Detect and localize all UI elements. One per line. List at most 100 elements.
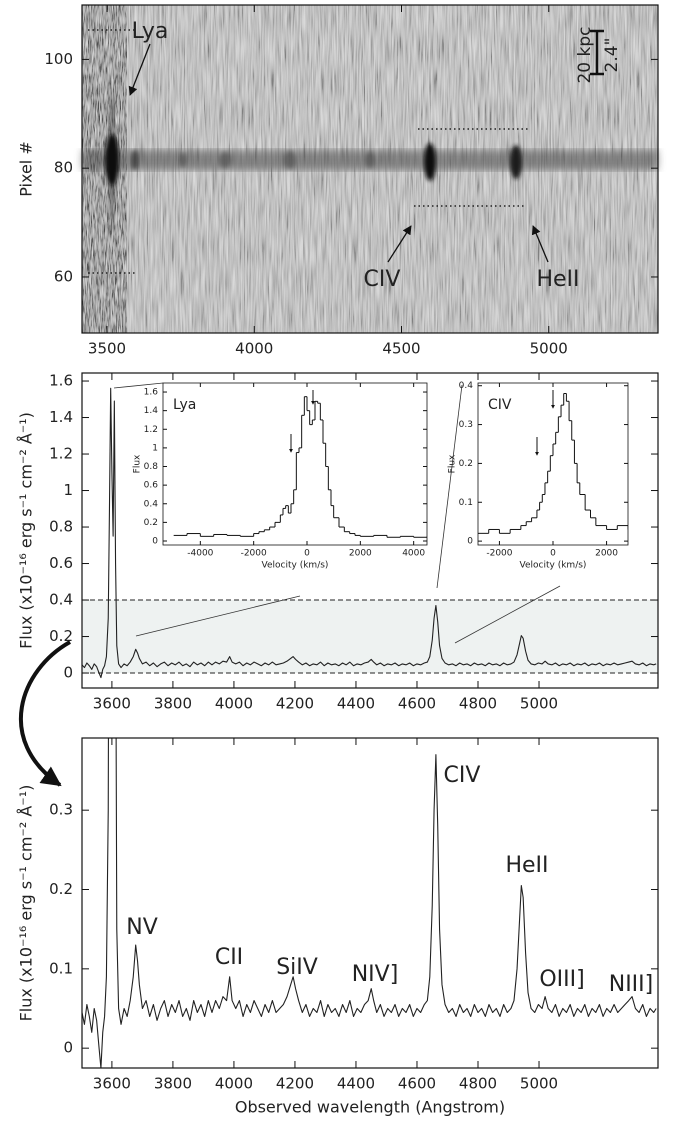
plot-area bbox=[82, 738, 657, 1068]
scale-bar bbox=[590, 29, 604, 76]
blob bbox=[365, 152, 375, 168]
plot-area bbox=[82, 387, 658, 679]
y-tick-label: 0.4 bbox=[459, 381, 474, 391]
y-tick-label: 0.2 bbox=[49, 627, 73, 645]
x-tick-label: 3600 bbox=[93, 1075, 131, 1093]
y-tick-label: 1.6 bbox=[144, 388, 159, 398]
x-tick-label: 5000 bbox=[530, 340, 568, 358]
x-axis-label: Velocity (km/s) bbox=[262, 561, 329, 571]
y-tick-label: 1 bbox=[152, 443, 158, 453]
panels: 3600 3800 4000 4200 4400 4600 4800 5000 0 0.2 0.4 0… bbox=[17, 372, 659, 1117]
y-tick-label: 0 bbox=[63, 664, 73, 682]
inset-title: Lya bbox=[173, 397, 196, 413]
y-tick-label: 0.4 bbox=[49, 591, 73, 609]
x-tick-label: 4000 bbox=[215, 695, 253, 713]
x-tick-label: 4200 bbox=[276, 695, 314, 713]
scale-label: 20 kpc bbox=[575, 26, 595, 83]
y-tick-label: 80 bbox=[54, 159, 73, 177]
y-tick-label: 0.2 bbox=[144, 518, 158, 528]
x-axis-label: Observed wavelength (Angstrom) bbox=[235, 1098, 505, 1117]
y-tick-label: 0.4 bbox=[144, 499, 159, 509]
arrow bbox=[531, 225, 549, 263]
connector bbox=[113, 382, 164, 389]
x-tick-label: 0 bbox=[304, 549, 310, 559]
y-axis-label: Flux (x10⁻¹⁶ erg s⁻¹ cm⁻² Å⁻¹) bbox=[17, 785, 36, 1022]
blob bbox=[424, 143, 436, 181]
y-tick-label: 100 bbox=[44, 50, 73, 68]
zoom-arrow bbox=[19, 640, 71, 787]
spectrum-line bbox=[82, 387, 657, 679]
arrow bbox=[387, 225, 412, 263]
blob bbox=[179, 153, 187, 167]
y-axis-label: Flux (x10⁻¹⁶ erg s⁻¹ cm⁻² Å⁻¹) bbox=[17, 412, 36, 649]
plot-area bbox=[478, 392, 628, 534]
inset-arrows bbox=[289, 390, 555, 456]
x-tick-label: 4800 bbox=[459, 695, 497, 713]
x-tick-label: 5000 bbox=[520, 1075, 558, 1093]
axes-frame bbox=[162, 382, 428, 546]
y-tick-label: 0.3 bbox=[49, 801, 73, 819]
x-tick-label: -4000 bbox=[187, 549, 213, 559]
y-tick-label: 0.8 bbox=[144, 462, 159, 472]
blob bbox=[105, 134, 119, 186]
axes-frame bbox=[81, 4, 659, 334]
inset-background bbox=[163, 383, 427, 545]
connector bbox=[436, 384, 463, 589]
y-tick-label: 0.1 bbox=[459, 498, 473, 508]
x-tick-label: 4500 bbox=[382, 340, 420, 358]
insets: -4000 -2000 0 2000 4000 0 0.2 0.4 0.6 0.8 1 1.2 1.4 1… bbox=[133, 381, 629, 571]
blob bbox=[219, 152, 231, 168]
x-tick-label: 4000 bbox=[402, 549, 425, 559]
x-tick-label: 4000 bbox=[215, 1075, 253, 1093]
y-tick-label: 1.2 bbox=[49, 445, 73, 463]
y-axis-label: Flux bbox=[448, 454, 458, 473]
x-tick-label: 4400 bbox=[337, 1075, 375, 1093]
x-axis-label: Velocity (km/s) bbox=[520, 561, 587, 571]
y-tick-label: 1.6 bbox=[49, 372, 73, 390]
line-label: HeII bbox=[505, 853, 548, 878]
x-tick-label: 4000 bbox=[235, 340, 273, 358]
arrows bbox=[128, 43, 549, 263]
y-axis-label: Flux bbox=[133, 454, 143, 473]
y-tick-label: 0.3 bbox=[459, 420, 473, 430]
aperture-lines bbox=[88, 29, 530, 274]
y-axis-label: Pixel # bbox=[17, 141, 36, 197]
y-tick-label: 0 bbox=[63, 1039, 73, 1057]
blob bbox=[510, 145, 522, 179]
y-tick-label: 0.2 bbox=[459, 459, 473, 469]
y-tick-label: 0.8 bbox=[49, 518, 73, 536]
line-label: NV bbox=[126, 915, 158, 940]
x-tick-label: -2000 bbox=[241, 549, 267, 559]
connector bbox=[135, 595, 301, 637]
line-label: CII bbox=[215, 945, 243, 970]
axes-frame bbox=[81, 372, 659, 689]
y-tick-label: 0 bbox=[467, 537, 473, 547]
x-tick-label: 3500 bbox=[88, 340, 126, 358]
blob bbox=[131, 150, 139, 170]
x-tick-label: 4600 bbox=[398, 1075, 436, 1093]
x-tick-label: 3600 bbox=[93, 695, 131, 713]
inset-background bbox=[478, 383, 628, 545]
x-tick-label: 3800 bbox=[154, 1075, 192, 1093]
line-label: SiIV bbox=[276, 955, 318, 980]
inset-title: CIV bbox=[488, 397, 512, 413]
arrow bbox=[128, 43, 151, 96]
y-tick-label: 0.6 bbox=[49, 554, 73, 572]
spectrum-image: 3500 4000 4500 5000 60 80 100 Pixel # Lya CIV HeII… bbox=[17, 4, 659, 358]
line-label: Lya bbox=[132, 19, 169, 44]
highlight-band bbox=[82, 600, 658, 674]
y-tick-label: 1.4 bbox=[144, 406, 159, 416]
x-tick-label: 4400 bbox=[337, 695, 375, 713]
x-tick-label: 2000 bbox=[349, 549, 372, 559]
line-label: NIII] bbox=[609, 972, 654, 997]
y-tick-label: 1.4 bbox=[49, 408, 73, 426]
line-label: HeII bbox=[536, 267, 579, 292]
spectrum-line bbox=[82, 738, 657, 1068]
y-tick-label: 1 bbox=[63, 481, 73, 499]
x-tick-label: 4800 bbox=[459, 1075, 497, 1093]
x-tick-label: 0 bbox=[550, 549, 556, 559]
plot-area bbox=[173, 396, 427, 538]
y-tick-label: 0.1 bbox=[49, 959, 73, 977]
y-tick-label: 0 bbox=[152, 536, 158, 546]
